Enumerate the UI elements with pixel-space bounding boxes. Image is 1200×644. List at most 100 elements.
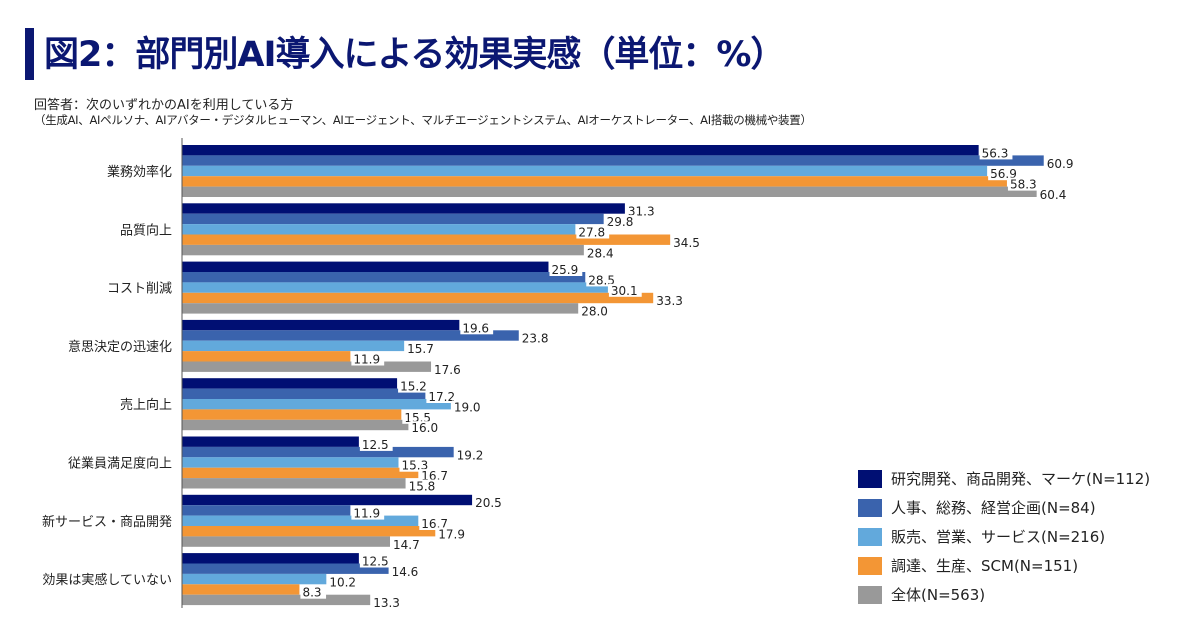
bar bbox=[182, 244, 584, 256]
legend-item: 研究開発、商品開発、マーケ(N=112) bbox=[858, 464, 1150, 493]
bar bbox=[182, 340, 405, 352]
value-label-background bbox=[1037, 188, 1071, 201]
legend-label: 販売、営業、サービス(N=216) bbox=[891, 528, 1106, 546]
value-label: 28.4 bbox=[587, 246, 614, 260]
value-label: 17.9 bbox=[438, 527, 465, 541]
value-label-background bbox=[371, 596, 404, 610]
value-label: 28.5 bbox=[588, 273, 615, 287]
chart-title: 図2：部門別AI導入による効果実感（単位：%） bbox=[44, 35, 785, 75]
value-label-background bbox=[460, 321, 494, 335]
bar bbox=[182, 186, 1037, 197]
category-labels-layer: 業務効率化品質向上コスト削減意思決定の迅速化売上向上従業員満足度向上新サービス・… bbox=[42, 164, 172, 588]
value-label-background bbox=[519, 331, 553, 345]
value-labels-layer: 56.360.956.958.360.431.329.827.834.528.4… bbox=[300, 146, 1078, 610]
value-label: 19.0 bbox=[454, 400, 481, 414]
bar bbox=[182, 478, 406, 489]
value-label: 25.9 bbox=[551, 263, 578, 277]
value-label-background bbox=[399, 458, 433, 472]
value-label-background bbox=[549, 263, 583, 276]
value-label: 11.9 bbox=[353, 507, 380, 521]
legend-item: 調達、生産、SCM(N=151) bbox=[858, 551, 1150, 580]
value-label: 16.0 bbox=[411, 421, 438, 435]
value-label: 11.9 bbox=[353, 353, 380, 367]
value-label: 14.6 bbox=[392, 565, 419, 579]
value-label-background bbox=[1044, 156, 1078, 170]
value-label-background bbox=[654, 294, 687, 308]
value-label-background bbox=[351, 352, 385, 366]
value-label-background bbox=[402, 410, 436, 424]
category-label: 業務効率化 bbox=[107, 164, 172, 180]
value-label-background bbox=[979, 146, 1013, 160]
category-label: 売上向上 bbox=[120, 397, 172, 413]
category-label: 効果は実感していない bbox=[42, 572, 172, 588]
bar bbox=[182, 203, 625, 214]
legend-item: 全体(N=563) bbox=[858, 580, 1150, 609]
legend-item: 販売、営業、サービス(N=216) bbox=[858, 522, 1150, 551]
value-label-background bbox=[398, 379, 431, 393]
value-label-background bbox=[473, 496, 506, 510]
bar bbox=[182, 399, 451, 410]
value-label-background bbox=[359, 437, 393, 451]
bar bbox=[182, 505, 351, 516]
legend-item: 人事、総務、経営企画(N=84) bbox=[858, 493, 1150, 522]
bar bbox=[182, 303, 579, 314]
legend-swatch bbox=[858, 469, 882, 488]
category-label: 品質向上 bbox=[120, 222, 172, 238]
bar bbox=[182, 165, 988, 177]
title-accent-bar bbox=[25, 28, 34, 80]
value-label-background bbox=[436, 527, 470, 541]
value-label-background bbox=[432, 362, 465, 376]
value-label: 13.3 bbox=[373, 596, 400, 610]
bar bbox=[182, 457, 399, 468]
value-label: 15.7 bbox=[407, 342, 434, 356]
value-label-background bbox=[419, 517, 453, 530]
legend-swatch bbox=[858, 556, 882, 575]
value-label: 60.9 bbox=[1047, 157, 1074, 171]
value-label: 17.2 bbox=[428, 390, 455, 404]
value-label-background bbox=[359, 554, 393, 568]
value-label-background bbox=[608, 283, 642, 297]
bar bbox=[182, 213, 604, 225]
respondent-detail: （生成AI、AIペルソナ、AIアバター・デジタルヒューマン、AIエージェント、マ… bbox=[34, 113, 812, 127]
value-label-background bbox=[300, 585, 327, 599]
value-label: 15.2 bbox=[400, 380, 427, 394]
value-label-background bbox=[988, 167, 1021, 181]
value-label-background bbox=[406, 479, 440, 493]
bar bbox=[182, 436, 359, 447]
value-label-background bbox=[586, 273, 620, 287]
value-label: 17.6 bbox=[434, 363, 461, 377]
value-label-background bbox=[351, 506, 385, 520]
value-label-background bbox=[584, 246, 618, 260]
bar bbox=[182, 224, 576, 235]
category-label: コスト削減 bbox=[107, 281, 172, 297]
bar bbox=[182, 351, 351, 362]
value-label-background bbox=[579, 304, 612, 318]
value-label: 27.8 bbox=[578, 226, 605, 240]
legend-label: 研究開発、商品開発、マーケ(N=112) bbox=[891, 470, 1151, 488]
value-label: 34.5 bbox=[673, 236, 700, 250]
legend-label: 人事、総務、経営企画(N=84) bbox=[891, 499, 1096, 517]
value-label: 15.8 bbox=[409, 480, 436, 494]
bar bbox=[182, 378, 398, 389]
legend: 研究開発、商品開発、マーケ(N=112) 人事、総務、経営企画(N=84) 販売、営… bbox=[858, 464, 1150, 609]
value-label-background bbox=[1007, 177, 1041, 191]
legend-swatch bbox=[858, 498, 882, 517]
bar bbox=[182, 515, 419, 526]
value-label: 10.2 bbox=[329, 575, 356, 589]
legend-swatch bbox=[858, 527, 882, 546]
bar bbox=[182, 573, 327, 585]
value-label: 8.3 bbox=[302, 586, 321, 600]
bar bbox=[182, 176, 1007, 187]
bar bbox=[182, 361, 432, 372]
value-label: 12.5 bbox=[362, 438, 389, 452]
bar bbox=[182, 409, 402, 420]
bar bbox=[182, 261, 549, 272]
legend-swatch bbox=[858, 585, 882, 604]
value-label: 19.2 bbox=[457, 448, 484, 462]
bar bbox=[182, 446, 454, 458]
value-label: 30.1 bbox=[611, 284, 638, 298]
value-label: 58.3 bbox=[1010, 178, 1037, 192]
bar bbox=[182, 388, 426, 399]
value-label: 20.5 bbox=[475, 496, 502, 510]
bar bbox=[182, 282, 608, 293]
